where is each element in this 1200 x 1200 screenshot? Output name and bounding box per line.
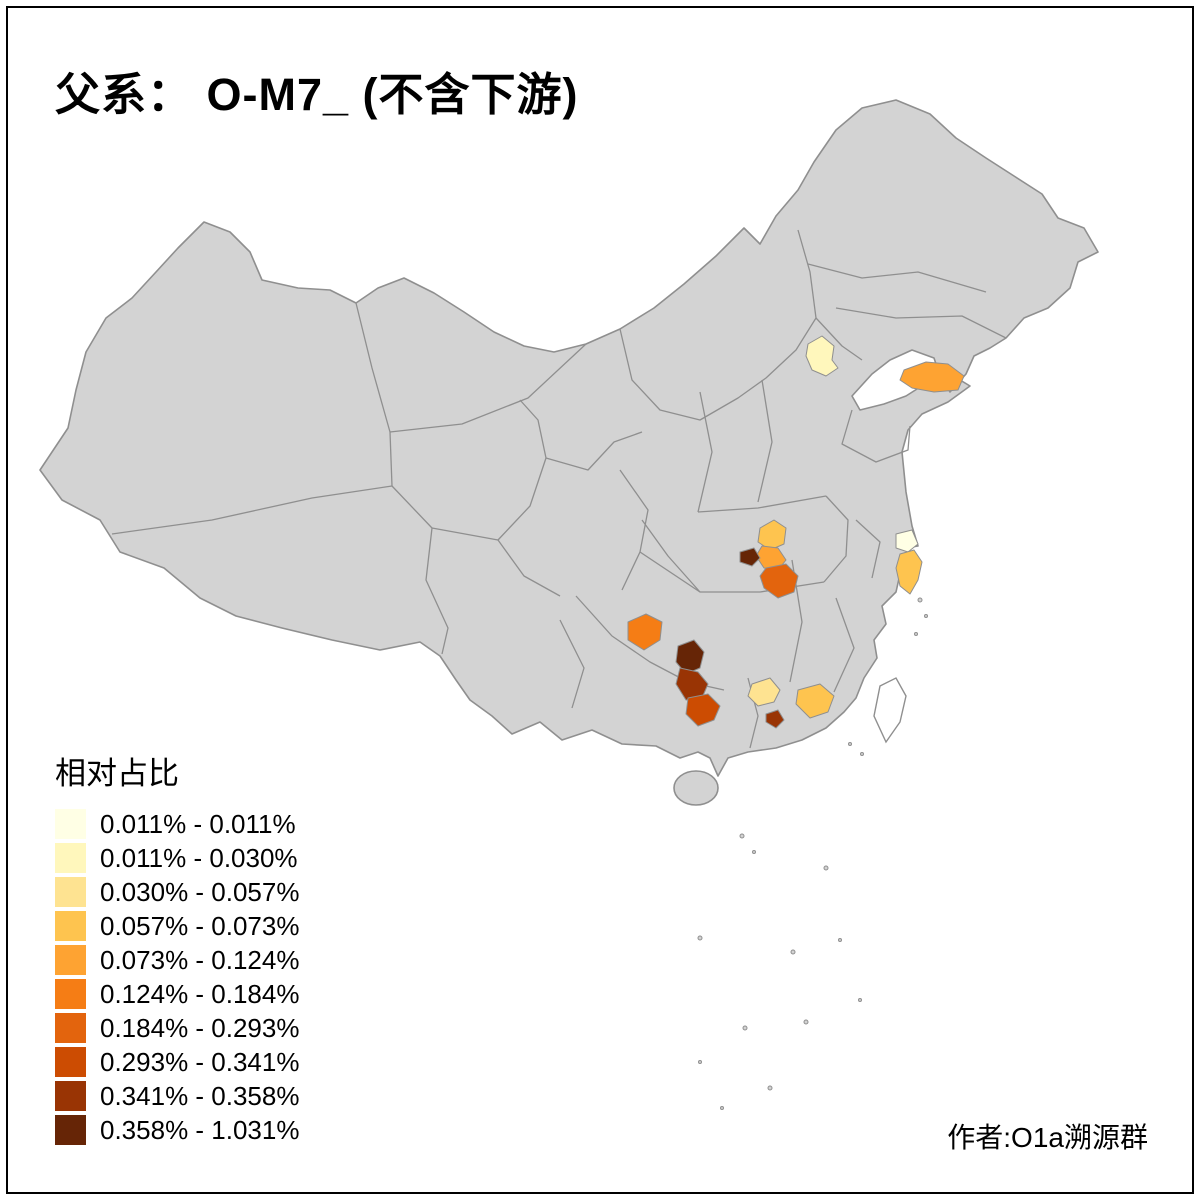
region-hubei-north xyxy=(757,519,787,551)
legend-row: 0.073% - 0.124% xyxy=(55,945,299,975)
region-guizhou-guangxi-red xyxy=(685,693,721,727)
region-hubei-west-dark xyxy=(739,547,761,567)
legend-swatch xyxy=(55,1047,86,1077)
legend-row: 0.358% - 1.031% xyxy=(55,1115,299,1145)
highlighted-regions xyxy=(627,335,965,729)
legend-row: 0.011% - 0.011% xyxy=(55,809,299,839)
region-chongqing-south xyxy=(627,613,663,651)
legend-label: 0.341% - 0.358% xyxy=(100,1080,300,1111)
legend-swatch xyxy=(55,945,86,975)
legend-swatch xyxy=(55,1013,86,1043)
map-title: 父系： O-M7_ (不含下游) xyxy=(55,69,579,120)
legend-row: 0.030% - 0.057% xyxy=(55,877,299,907)
legend-label: 0.057% - 0.073% xyxy=(100,910,300,941)
hainan-island xyxy=(673,770,719,806)
region-hunan-jiangxi xyxy=(759,563,799,599)
legend-swatch xyxy=(55,877,86,907)
legend-swatch xyxy=(55,1115,86,1145)
legend-label: 0.124% - 0.184% xyxy=(100,978,300,1009)
author-credit: 作者:O1a溯源群 xyxy=(947,1122,1148,1153)
taiwan-island xyxy=(873,677,907,744)
legend-label: 0.011% - 0.030% xyxy=(100,842,298,873)
legend-row: 0.011% - 0.030% xyxy=(55,843,299,873)
region-guangdong-dark-dot xyxy=(765,709,785,729)
legend-swatch xyxy=(55,979,86,1009)
region-shandong-peninsula xyxy=(899,361,965,393)
legend-row: 0.293% - 0.341% xyxy=(55,1047,299,1077)
mainland-china-outline xyxy=(39,99,1099,777)
region-guizhou-north-dark xyxy=(675,639,705,675)
legend-label: 0.293% - 0.341% xyxy=(100,1046,300,1077)
region-beijing xyxy=(805,335,839,377)
province-borders xyxy=(111,229,1007,749)
legend-label: 0.011% - 0.011% xyxy=(100,808,296,839)
region-shanghai xyxy=(895,529,919,553)
legend-label: 0.358% - 1.031% xyxy=(100,1114,300,1145)
legend-row: 0.057% - 0.073% xyxy=(55,911,299,941)
legend-row: 0.124% - 0.184% xyxy=(55,979,299,1009)
legend-label: 0.030% - 0.057% xyxy=(100,876,300,907)
legend-row: 0.184% - 0.293% xyxy=(55,1013,299,1043)
legend-swatch xyxy=(55,1081,86,1111)
region-guangdong-west xyxy=(747,677,781,707)
south-china-sea-islands xyxy=(697,597,928,1110)
legend: 相对占比 0.011% - 0.011% 0.011% - 0.030% 0.0… xyxy=(55,748,299,1149)
legend-label: 0.073% - 0.124% xyxy=(100,944,300,975)
legend-swatch xyxy=(55,911,86,941)
region-guangdong-east xyxy=(795,683,835,719)
legend-title: 相对占比 xyxy=(55,756,179,791)
legend-swatch xyxy=(55,843,86,873)
legend-swatch xyxy=(55,809,86,839)
legend-label: 0.184% - 0.293% xyxy=(100,1012,300,1043)
legend-row: 0.341% - 0.358% xyxy=(55,1081,299,1111)
region-zhejiang-coast xyxy=(895,549,923,595)
